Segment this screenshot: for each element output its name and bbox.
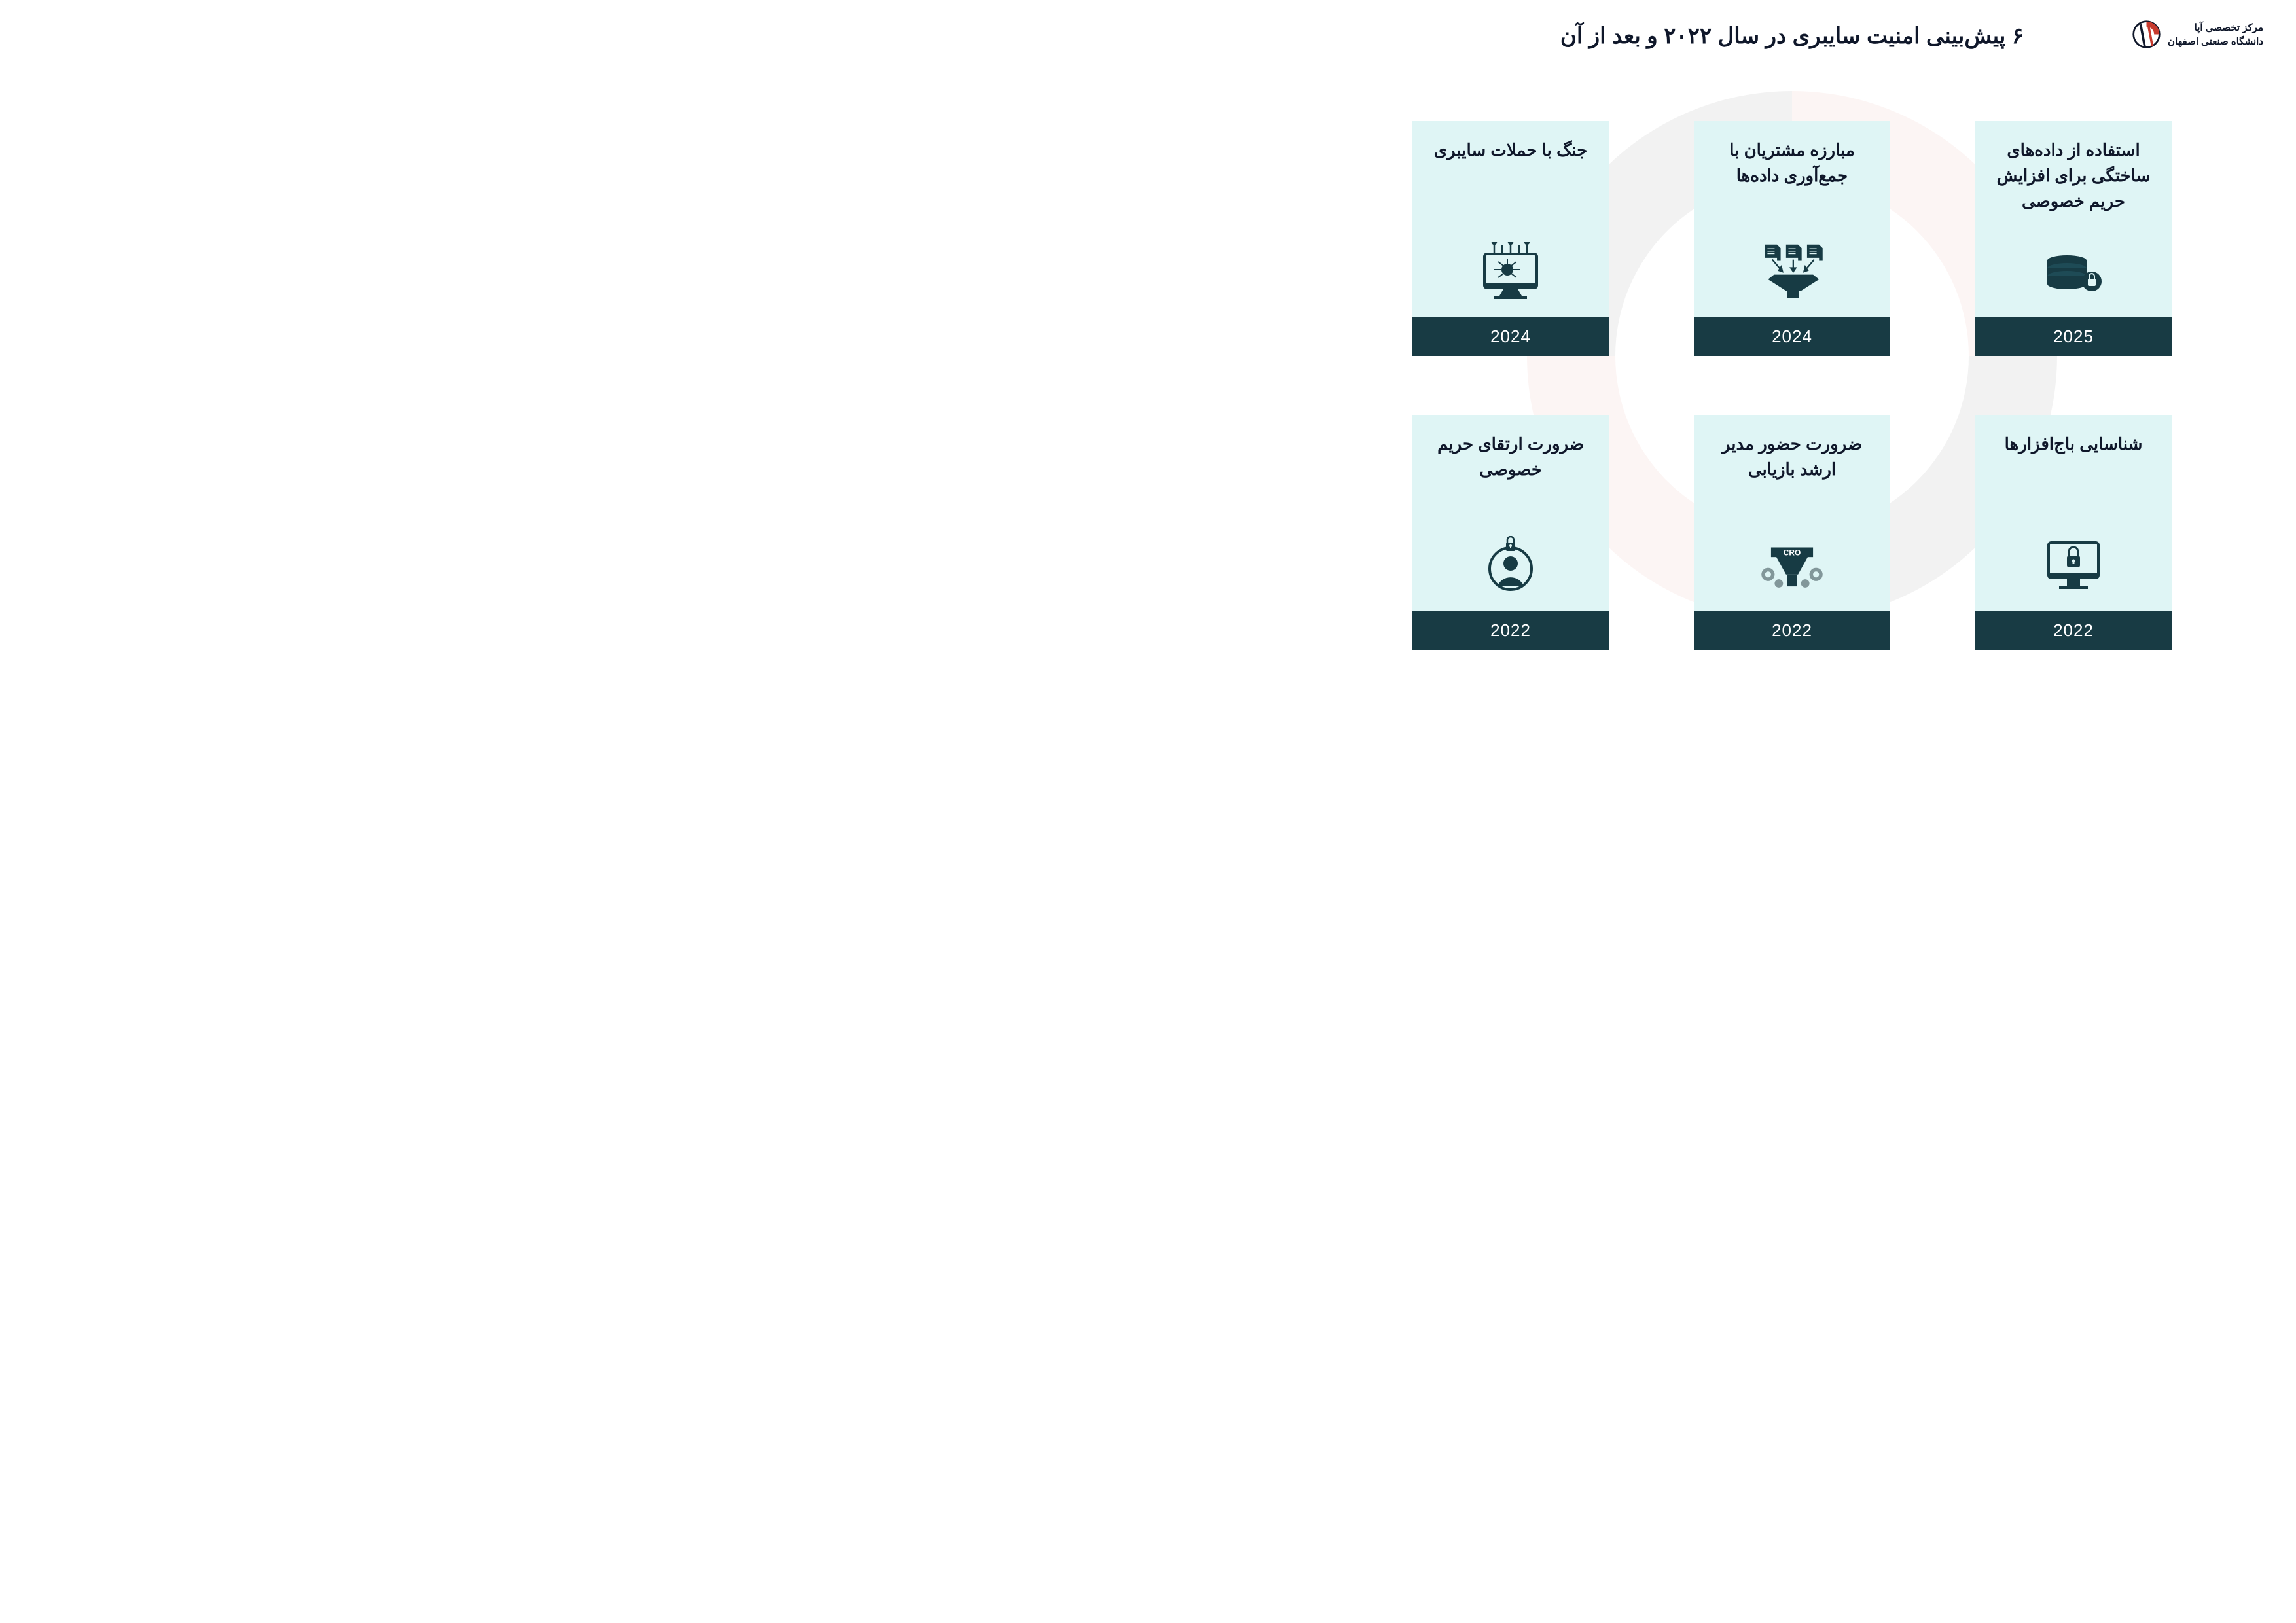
- logo-line1: مرکز تخصصی آپا: [2168, 21, 2263, 35]
- card-synthetic-data: استفاده از داده‌های ساختگی برای افزایش ح…: [1975, 121, 2172, 356]
- cro-icon: CRO: [1756, 536, 1828, 595]
- logo-line2: دانشگاه صنعتی اصفهان: [2168, 35, 2263, 48]
- card-year: 2022: [1694, 611, 1890, 650]
- card-year: 2024: [1694, 317, 1890, 356]
- card-year: 2022: [1975, 611, 2172, 650]
- card-title: شناسایی باج‌افزارها: [2005, 431, 2143, 457]
- card-title: ضرورت حضور مدیر ارشد بازیابی: [1704, 431, 1880, 482]
- card-ransomware: شناسایی باج‌افزارها 2022: [1975, 415, 2172, 650]
- card-cro: ضرورت حضور مدیر ارشد بازیابی CRO 2022: [1694, 415, 1890, 650]
- card-title: استفاده از داده‌های ساختگی برای افزایش ح…: [1985, 137, 2162, 214]
- cards-grid: استفاده از داده‌های ساختگی برای افزایش ح…: [1288, 121, 2296, 650]
- logo: مرکز تخصصی آپا دانشگاه صنعتی اصفهان: [2132, 20, 2263, 49]
- logo-icon: [2132, 20, 2161, 49]
- ransomware-icon: [2037, 536, 2109, 595]
- card-title: مبارزه مشتریان با جمع‌آوری داده‌ها: [1704, 137, 1880, 188]
- privacy-icon: [1475, 536, 1547, 595]
- card-data-collection: مبارزه مشتریان با جمع‌آوری داده‌ها: [1694, 121, 1890, 356]
- card-privacy: ضرورت ارتقای حریم خصوصی 2022: [1412, 415, 1609, 650]
- data-collect-icon: [1756, 242, 1828, 301]
- card-year: 2025: [1975, 317, 2172, 356]
- page-title: ۶ پیش‌بینی امنیت سایبری در سال ۲۰۲۲ و بع…: [1560, 23, 2024, 49]
- card-year: 2022: [1412, 611, 1609, 650]
- data-lock-icon: [2037, 242, 2109, 301]
- card-year: 2024: [1412, 317, 1609, 356]
- card-title: ضرورت ارتقای حریم خصوصی: [1422, 431, 1599, 482]
- svg-text:CRO: CRO: [1784, 548, 1801, 557]
- card-title: جنگ با حملات سایبری: [1434, 137, 1588, 163]
- cyber-attack-icon: [1475, 242, 1547, 301]
- card-cyber-war: جنگ با حملات سایبری: [1412, 121, 1609, 356]
